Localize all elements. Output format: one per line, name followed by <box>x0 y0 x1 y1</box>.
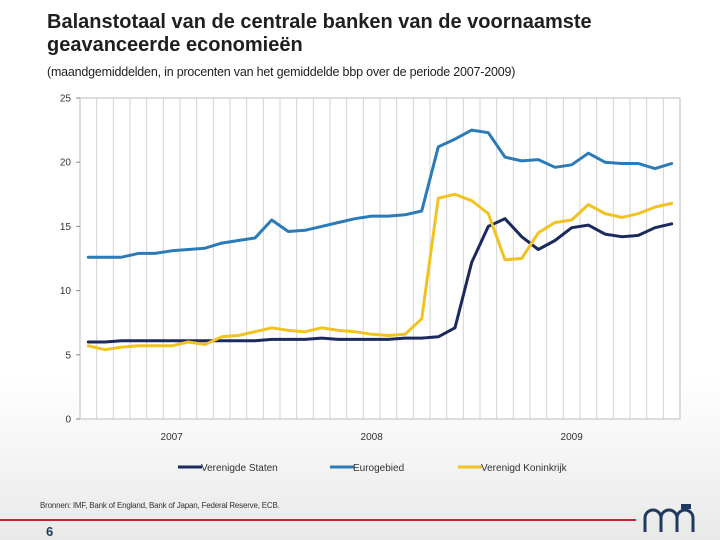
x-tick-label: 2007 <box>161 432 184 443</box>
legend-label: Verenigde Staten <box>201 463 278 474</box>
legend-label: Verenigd Koninkrijk <box>481 463 568 474</box>
y-tick-label: 15 <box>60 222 72 233</box>
footer-divider <box>0 519 636 521</box>
y-tick-label: 20 <box>60 158 72 169</box>
x-tick-label: 2008 <box>361 432 384 443</box>
series-line-eurogebied <box>86 128 674 259</box>
y-tick-label: 25 <box>60 94 72 105</box>
legend-label: Eurogebied <box>353 463 404 474</box>
y-tick-label: 0 <box>65 415 71 426</box>
y-tick-label: 5 <box>65 350 71 361</box>
chart-subtitle: (maandgemiddelden, in procenten van het … <box>47 65 516 79</box>
series-line-verenigd-koninkrijk <box>86 192 674 352</box>
x-tick-label: 2009 <box>561 432 584 443</box>
line-chart: 0 5 10 15 20 25 2007 2008 2009 Verenigde Staten Eu… <box>60 94 681 474</box>
page-number: 6 <box>46 524 54 539</box>
series-line-verenigde-staten <box>86 217 674 344</box>
y-tick-label: 10 <box>60 286 72 297</box>
nbb-logo-icon <box>643 504 695 532</box>
page-title: Balanstotaal van de centrale banken van … <box>47 11 592 56</box>
source-note: Bronnen: IMF, Bank of England, Bank of J… <box>40 501 280 510</box>
